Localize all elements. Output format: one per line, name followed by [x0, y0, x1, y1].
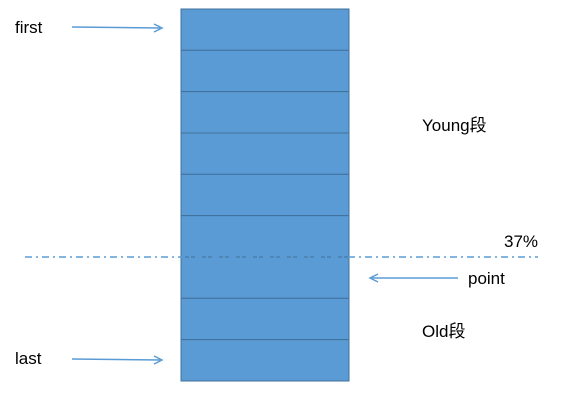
- list-block: [180, 173, 350, 217]
- list-block: [180, 215, 350, 258]
- list-block: [180, 132, 350, 175]
- list-block: [180, 91, 350, 134]
- first-label: first: [15, 18, 43, 37]
- point-arrow: [368, 273, 458, 283]
- list-block: [180, 8, 350, 51]
- young-segment-label: Young段: [422, 116, 487, 135]
- point-label: point: [468, 269, 505, 288]
- block-stack: [180, 8, 350, 382]
- first-arrow: [71, 23, 164, 33]
- percent-label: 37%: [504, 232, 539, 251]
- last-arrow: [71, 355, 164, 365]
- list-block: [180, 256, 350, 299]
- old-segment-label: Old段: [422, 322, 466, 341]
- list-block: [180, 49, 350, 93]
- list-block: [180, 297, 350, 341]
- list-block: [180, 339, 350, 382]
- last-label: last: [15, 349, 42, 368]
